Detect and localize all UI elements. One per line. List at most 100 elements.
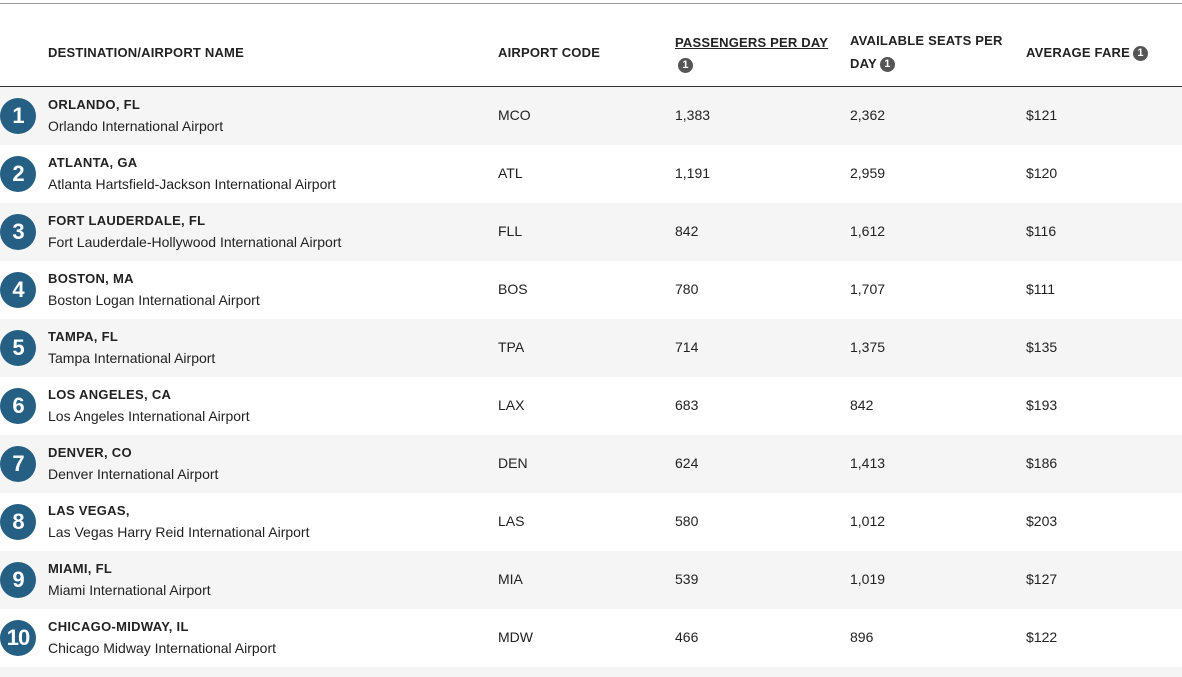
fare-cell: $203 <box>1026 513 1058 529</box>
passengers-cell: 624 <box>675 455 699 471</box>
fare-cell: $193 <box>1026 397 1058 413</box>
fare-cell: $135 <box>1026 339 1058 355</box>
code-cell: MDW <box>498 629 533 645</box>
header-content: DESTINATION/AIRPORT NAME <box>48 41 244 64</box>
airport-name: Boston Logan International Airport <box>48 292 260 308</box>
passengers-cell: 1,191 <box>675 165 711 181</box>
info-icon[interactable]: 1 <box>678 58 693 73</box>
header-cell: AVERAGE FARE 1 <box>1026 18 1176 86</box>
header-label: DESTINATION/AIRPORT NAME <box>48 44 244 60</box>
airport-name: Atlanta Hartsfield-Jackson International… <box>48 176 336 192</box>
fare-cell: $127 <box>1026 571 1058 587</box>
passengers-cell: 714 <box>675 339 699 355</box>
passengers-cell: 780 <box>675 281 699 297</box>
table-row: 1 ORLANDO, FL Orlando International Airpor… <box>0 87 1182 145</box>
header-content: PASSENGERS PER DAY 1 <box>675 31 840 73</box>
seats-cell: 1,413 <box>850 455 886 471</box>
passengers-cell: 580 <box>675 513 699 529</box>
header-label: AIRPORT CODE <box>498 44 601 60</box>
airport-name: Orlando International Airport <box>48 118 224 134</box>
table-row: 6 LOS ANGELES, CA Los Angeles Internationa… <box>0 377 1182 435</box>
city-name: MIAMI, FL <box>48 561 113 576</box>
rank-badge: 10 <box>0 620 36 656</box>
header-content: AVERAGE FARE 1 <box>1026 41 1149 64</box>
rank-badge: 9 <box>0 562 36 598</box>
city-name: TAMPA, FL <box>48 329 119 344</box>
rank-badge: 7 <box>0 446 36 482</box>
seats-cell: 1,375 <box>850 339 886 355</box>
fare-cell: $116 <box>1026 223 1057 239</box>
passengers-cell: 683 <box>675 397 699 413</box>
fare-cell: $186 <box>1026 455 1058 471</box>
city-name: ATLANTA, GA <box>48 155 138 170</box>
code-cell: ATL <box>498 165 523 181</box>
table-body: 1 ORLANDO, FL Orlando International Airpor… <box>0 87 1182 677</box>
city-name: CHICAGO-MIDWAY, IL <box>48 619 189 634</box>
header-label: AVAILABLE SEATS PER DAY <box>850 33 1003 71</box>
fare-cell: $122 <box>1026 629 1058 645</box>
code-cell: FLL <box>498 223 523 239</box>
airport-name: Las Vegas Harry Reid International Airpo… <box>48 524 310 540</box>
header-content: AIRPORT CODE <box>498 41 600 64</box>
top-rule <box>0 3 1182 4</box>
city-name: LAS VEGAS, <box>48 503 130 518</box>
header-content: AVAILABLE SEATS PER DAY 1 <box>850 29 1018 75</box>
airport-name: Miami International Airport <box>48 582 211 598</box>
fare-cell: $111 <box>1026 281 1056 297</box>
fare-cell: $121 <box>1026 107 1058 123</box>
info-icon[interactable]: 1 <box>879 57 895 72</box>
header-cell: AIRPORT CODE <box>498 18 668 86</box>
fare-cell: $120 <box>1026 165 1058 181</box>
airport-name: Fort Lauderdale-Hollywood International … <box>48 234 342 250</box>
passengers-cell: 539 <box>675 571 699 587</box>
airport-name: Denver International Airport <box>48 466 219 482</box>
rank-badge: 8 <box>0 504 36 540</box>
seats-cell: 1,012 <box>850 513 886 529</box>
seats-cell: 1,612 <box>850 223 886 239</box>
table-row: 3 FORT LAUDERDALE, FL Fort Lauderdale-Holl… <box>0 203 1182 261</box>
code-cell: DEN <box>498 455 528 471</box>
seats-cell: 2,362 <box>850 107 886 123</box>
header-cell: PASSENGERS PER DAY 1 <box>675 18 843 86</box>
passengers-cell: 842 <box>675 223 699 239</box>
city-name: ORLANDO, FL <box>48 97 141 112</box>
rank-badge: 4 <box>0 272 36 308</box>
city-name: DENVER, CO <box>48 445 132 460</box>
passengers-cell: 466 <box>675 629 699 645</box>
airport-name: Los Angeles International Airport <box>48 408 250 424</box>
seats-cell: 842 <box>850 397 874 413</box>
table-row: 4 BOSTON, MA Boston Logan International Ai… <box>0 261 1182 319</box>
rank-badge: 3 <box>0 214 36 250</box>
seats-cell: 2,959 <box>850 165 886 181</box>
table-row: 10 CHICAGO-MIDWAY, IL Chicago Midway Inter… <box>0 609 1182 667</box>
header-cell: AVAILABLE SEATS PER DAY 1 <box>850 18 1020 86</box>
airport-name: Tampa International Airport <box>48 350 216 366</box>
table-row: 8 LAS VEGAS, Las Vegas Harry Reid Internat… <box>0 493 1182 551</box>
rank-badge: 5 <box>0 330 36 366</box>
seats-cell: 1,707 <box>850 281 886 297</box>
rank-badge: 6 <box>0 388 36 424</box>
info-icon[interactable]: 1 <box>1133 45 1149 61</box>
header-cell: DESTINATION/AIRPORT NAME <box>48 18 488 86</box>
airport-name: Chicago Midway International Airport <box>48 640 277 656</box>
code-cell: BOS <box>498 281 528 297</box>
rank-badge: 1 <box>0 98 36 134</box>
passengers-cell: 1,383 <box>675 107 711 123</box>
table-header: DESTINATION/AIRPORT NAME AIRPORT CODE PASS… <box>0 18 1182 87</box>
code-cell: MIA <box>498 571 523 587</box>
header-label: PASSENGERS PER DAY <box>675 35 829 50</box>
code-cell: TPA <box>498 339 525 355</box>
code-cell: MCO <box>498 107 531 123</box>
code-cell: LAX <box>498 397 525 413</box>
city-name: BOSTON, MA <box>48 271 134 286</box>
city-name: LOS ANGELES, CA <box>48 387 172 402</box>
table-row: 5 TAMPA, FL Tampa International Airport TPA… <box>0 319 1182 377</box>
header-label: AVERAGE FARE <box>1026 44 1131 60</box>
table-row: 9 MIAMI, FL Miami International Airport MIA… <box>0 551 1182 609</box>
table-row: 2 ATLANTA, GA Atlanta Hartsfield-Jackson I… <box>0 145 1182 203</box>
code-cell: LAS <box>498 513 525 529</box>
rank-badge: 2 <box>0 156 36 192</box>
table-row: 7 DENVER, CO Denver International Airport D… <box>0 435 1182 493</box>
seats-cell: 1,019 <box>850 571 886 587</box>
